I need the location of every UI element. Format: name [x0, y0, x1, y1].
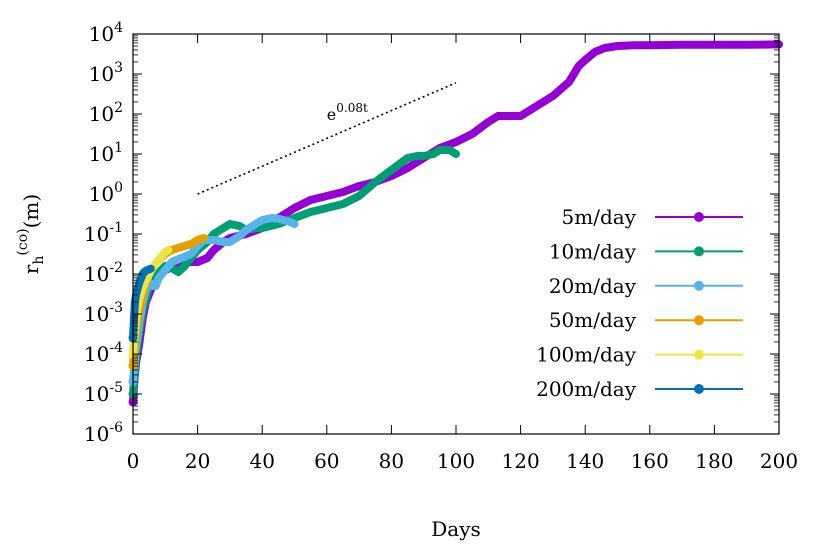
y-tick-base: 10	[89, 182, 114, 206]
y-tick-label: 10-2	[84, 260, 123, 286]
x-tick-label: 180	[695, 449, 733, 473]
y-tick-exp: -3	[109, 300, 123, 316]
y-axis-label-sup: (co)	[15, 228, 31, 255]
y-tick-exp: 0	[114, 180, 123, 196]
x-axis-label: Days	[431, 517, 481, 541]
x-tick-label: 80	[379, 449, 404, 473]
y-tick-base: 10	[84, 262, 109, 286]
y-axis-label: rh(co)(m)	[15, 194, 47, 274]
x-tick-label: 0	[127, 449, 140, 473]
x-tick-labels: 0 20 40 60 80 100 120 140 160 180 200	[127, 449, 798, 473]
y-tick-base: 10	[84, 422, 109, 446]
y-tick-exp: 3	[114, 60, 123, 76]
y-tick-exp: -6	[109, 420, 123, 436]
legend-swatch-point	[694, 280, 704, 291]
growth-annotation: e0.08t	[197, 82, 457, 195]
x-tick-label: 100	[437, 449, 475, 473]
y-tick-base: 10	[89, 62, 114, 86]
legend-swatch-point	[694, 349, 704, 360]
series-lines	[128, 40, 783, 407]
y-tick-label: 100	[89, 180, 123, 206]
y-tick-label: 10-4	[84, 340, 123, 366]
x-tick-label: 160	[631, 449, 669, 473]
y-tick-base: 10	[84, 222, 109, 246]
y-tick-exp: -5	[109, 380, 123, 396]
legend-swatch-point	[694, 212, 704, 222]
series-line-20mday	[129, 214, 299, 386]
legend-label: 5m/day	[562, 205, 637, 229]
y-tick-base: 10	[89, 22, 114, 46]
annotation-exponent: 0.08t	[336, 101, 368, 115]
x-tick-label: 40	[249, 449, 274, 473]
legend-label: 200m/day	[536, 377, 637, 401]
y-tick-label: 103	[89, 60, 123, 86]
legend-item: 200m/day	[536, 377, 743, 401]
x-tick-label: 200	[760, 449, 798, 473]
reference-slope-line	[197, 82, 457, 195]
legend-swatch-point	[694, 246, 704, 257]
legend-item: 10m/day	[549, 239, 743, 263]
legend-swatch-point	[694, 315, 704, 326]
x-tick-label: 20	[185, 449, 210, 473]
legend-item: 50m/day	[549, 308, 743, 332]
y-tick-label: 10-1	[84, 220, 123, 246]
y-tick-base: 10	[89, 142, 114, 166]
y-tick-exp: -2	[109, 260, 123, 276]
y-axis-label-r: r	[19, 264, 43, 274]
legend-swatch-point	[694, 384, 704, 394]
annotation-base: e	[327, 105, 336, 124]
y-axis-label-sub: h	[31, 256, 47, 265]
y-axis-label-unit: (m)	[19, 194, 43, 229]
legend-item: 20m/day	[549, 274, 743, 298]
legend: 5m/day 10m/day 20m/day 50m/day 100m/day 200m/…	[536, 205, 743, 401]
y-tick-exp: -4	[109, 340, 123, 356]
legend-label: 100m/day	[536, 343, 637, 367]
annotation-label: e0.08t	[327, 101, 368, 124]
y-tick-exp: 4	[114, 20, 123, 36]
y-tick-label: 101	[89, 140, 123, 166]
legend-label: 50m/day	[549, 308, 637, 332]
legend-label: 10m/day	[549, 239, 637, 263]
legend-label: 20m/day	[549, 274, 637, 298]
y-tick-base: 10	[84, 382, 109, 406]
y-tick-label: 10-5	[84, 380, 123, 406]
y-tick-exp: 2	[114, 100, 123, 116]
x-tick-label: 140	[566, 449, 604, 473]
x-tick-label: 60	[314, 449, 339, 473]
y-tick-exp: -1	[109, 220, 123, 236]
y-tick-base: 10	[84, 302, 109, 326]
y-tick-label: 10-6	[84, 420, 123, 446]
legend-item: 5m/day	[562, 205, 743, 229]
y-tick-label: 10-3	[84, 300, 123, 326]
x-tick-label: 120	[502, 449, 540, 473]
axis-ticks	[132, 33, 780, 435]
y-tick-base: 10	[84, 342, 109, 366]
y-tick-exp: 1	[114, 140, 123, 156]
y-tick-label: 104	[89, 20, 123, 46]
legend-item: 100m/day	[536, 343, 743, 367]
series-line-10mday	[129, 146, 460, 398]
y-tick-label: 102	[89, 100, 123, 126]
y-tick-base: 10	[89, 102, 114, 126]
